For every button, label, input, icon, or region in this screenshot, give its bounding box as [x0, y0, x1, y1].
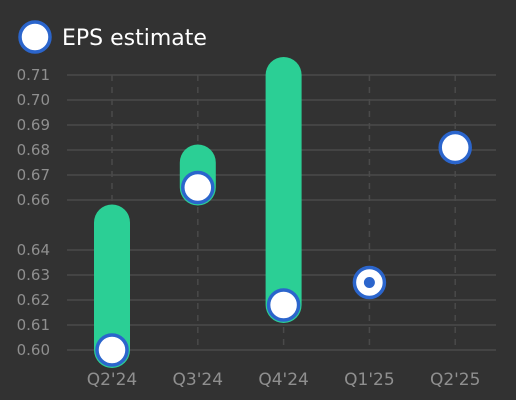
y-tick-label: 0.60 [17, 341, 50, 359]
eps-marker-center-dot [363, 277, 375, 288]
x-tick-label: Q3'24 [173, 370, 224, 390]
eps-marker[interactable] [438, 130, 472, 165]
eps-markers [95, 130, 472, 367]
y-tick-label: 0.70 [17, 91, 50, 109]
y-axis: 0.60 0.61 0.62 0.63 0.64 0.66 0.67 0.68 0.69 0.70… [17, 66, 50, 359]
x-tick-label: Q1'25 [344, 370, 395, 390]
y-tick-label: 0.62 [17, 291, 50, 309]
y-tick-label: 0.71 [17, 66, 50, 84]
y-tick-label: 0.67 [17, 166, 50, 184]
x-tick-label: Q2'24 [87, 370, 138, 390]
x-axis: Q2'24 Q3'24 Q4'24 Q1'25 Q2'25 [87, 370, 481, 390]
x-tick-label: Q4'24 [258, 370, 309, 390]
y-tick-label: 0.68 [17, 141, 50, 159]
eps-marker[interactable] [266, 288, 301, 322]
legend[interactable]: EPS estimate [18, 20, 207, 54]
eps-marker[interactable] [181, 170, 215, 205]
y-tick-label: 0.64 [17, 241, 50, 259]
y-tick-label: 0.66 [17, 191, 50, 209]
x-tick-label: Q2'25 [430, 370, 481, 390]
range-bar[interactable] [94, 204, 130, 369]
y-tick-label: 0.63 [17, 266, 50, 284]
y-tick-label: 0.69 [17, 116, 50, 134]
eps-marker[interactable] [95, 333, 129, 367]
legend-label[interactable]: EPS estimate [62, 26, 207, 51]
y-tick-label: 0.61 [17, 316, 50, 334]
range-bar[interactable] [265, 57, 302, 323]
legend-marker-icon[interactable] [18, 20, 52, 54]
